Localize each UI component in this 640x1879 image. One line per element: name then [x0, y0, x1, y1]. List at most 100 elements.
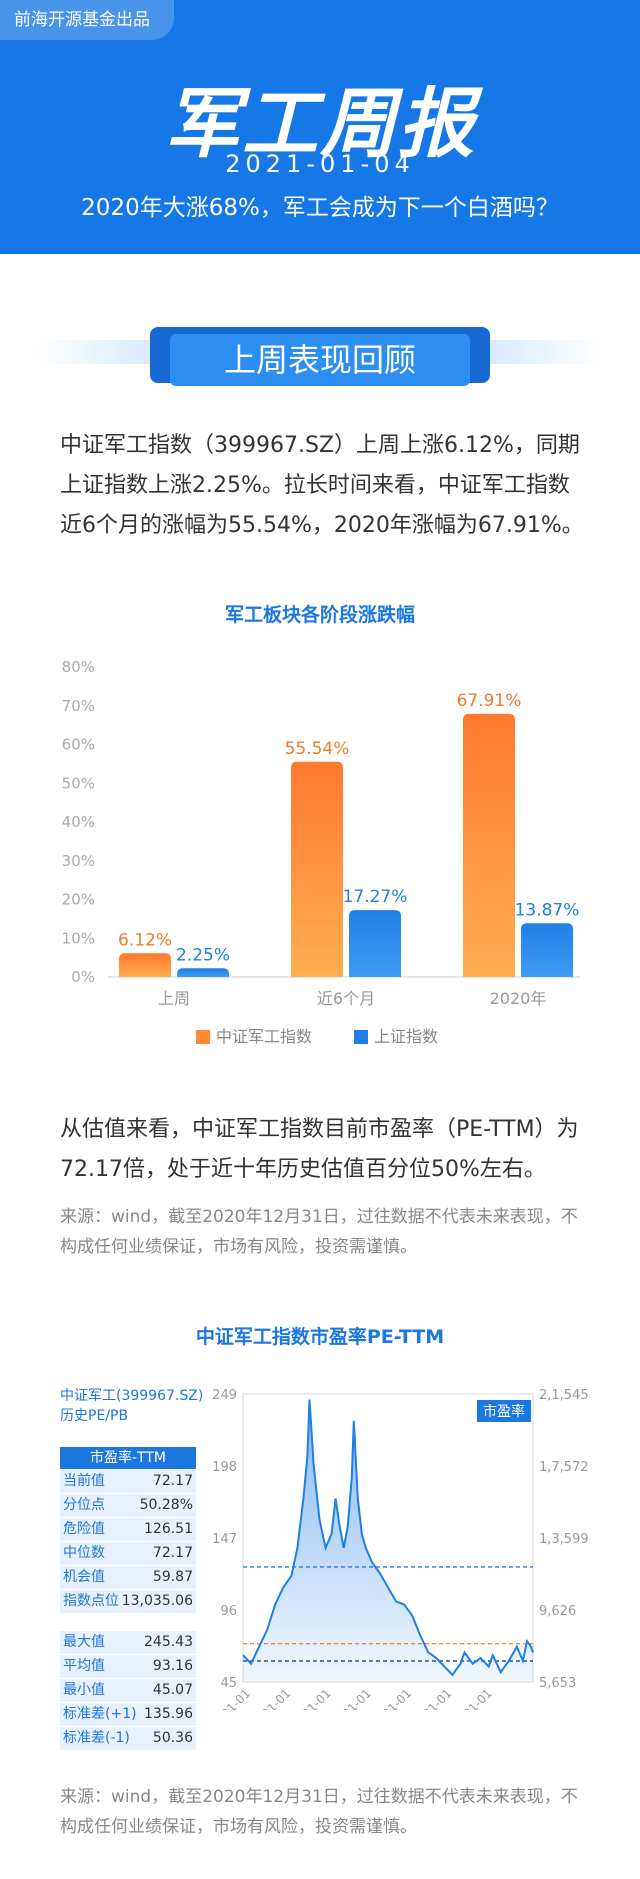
bar-chart: 0% 10% 20% 30% 40% 50% 60% 70% 80% 6.12%2.25% 上周 55… [62, 658, 580, 1008]
table-row: 危险值 126.51 [60, 1518, 196, 1541]
pe-side-subtitle: 历史PE/PB [60, 1408, 129, 1424]
bar-value-label: 13.87% [515, 900, 580, 920]
x-tick-label: 16-01-01 [285, 1686, 333, 1710]
stat-value: 245.43 [144, 1634, 193, 1650]
y-tick-label: 30% [62, 852, 95, 870]
series-tag-label: 市盈率 [483, 1403, 525, 1420]
x-tick-label: 18-01-01 [366, 1686, 414, 1710]
stat-value: 93.16 [152, 1658, 193, 1674]
pe-stats-table: 市盈率-TTM 当前值 72.17 分位点 50.28% 危险值 126.51 中位数… [60, 1447, 196, 1613]
section-title: 上周表现回顾 [170, 334, 470, 386]
bar [521, 923, 573, 977]
y-tick-label: 198 [212, 1460, 237, 1475]
bar-value-label: 6.12% [118, 930, 172, 950]
source-note-2: 来源：wind，截至2020年12月31日，过往数据不代表未来表现，不构成任何业… [60, 1787, 578, 1837]
stat-label: 标准差(+1) [63, 1706, 137, 1722]
x-tick-label: 19-01-01 [406, 1686, 454, 1710]
y-tick-label: 96 [220, 1604, 237, 1619]
y-tick-label: 60% [62, 736, 95, 754]
y2-tick-label: 2,1,545 [539, 1388, 589, 1403]
y2-tick-label: 1,3,599 [539, 1532, 589, 1547]
y-tick-label: 80% [62, 658, 95, 676]
table-row: 分位点 50.28% [60, 1494, 196, 1517]
legend-swatch-military [196, 1030, 210, 1044]
table-row: 标准差(-1) 50.36 [60, 1727, 196, 1750]
stat-value: 50.36 [152, 1730, 193, 1746]
x-tick-label: 近6个月 [317, 989, 375, 1008]
y-tick-label: 70% [62, 697, 95, 715]
stat-label: 危险值 [63, 1521, 105, 1537]
bar-value-label: 2.25% [176, 945, 230, 965]
pe-chart-title: 中证军工指数市盈率PE-TTM [195, 1326, 445, 1348]
pe-side-title: 中证军工(399967.SZ) [60, 1388, 204, 1404]
stat-value: 135.96 [144, 1706, 193, 1722]
legend-label-military: 中证军工指数 [216, 1027, 313, 1046]
issue-date: 2021-01-04 [225, 150, 415, 178]
y-tick-label: 45 [220, 1676, 237, 1691]
table-row: 当前值 72.17 [60, 1470, 196, 1493]
stat-value: 72.17 [152, 1545, 193, 1561]
table-row: 机会值 59.87 [60, 1566, 196, 1589]
stat-value: 126.51 [144, 1521, 193, 1537]
y-tick-label: 249 [212, 1388, 237, 1403]
publisher-tag: 前海开源基金出品 [0, 0, 174, 40]
bar [119, 953, 171, 977]
stat-value: 45.07 [152, 1682, 193, 1698]
pe-summary-table: 最大值 245.43 平均值 93.16 最小值 45.07 标准差(+1) 135.9… [60, 1630, 196, 1750]
legend-label-shanghai: 上证指数 [374, 1027, 439, 1046]
stat-value: 72.17 [152, 1473, 193, 1489]
valuation-paragraph: 从估值来看，中证军工指数目前市盈率（PE-TTM）为72.17倍，处于近十年历史… [60, 1117, 579, 1182]
stat-value: 59.87 [152, 1569, 193, 1585]
y-tick-label: 50% [62, 774, 95, 792]
pe-side-heading: 中证军工(399967.SZ) 历史PE/PB [60, 1386, 220, 1426]
source-note-1: 来源：wind，截至2020年12月31日，过往数据不代表未来表现，不构成任何业… [60, 1207, 578, 1257]
legend-military: 中证军工指数 [196, 1026, 312, 1048]
x-tick-label: 17-01-01 [326, 1686, 374, 1710]
bar [463, 713, 515, 977]
page-subtitle: 2020年大涨68%，军工会成为下一个白酒吗？ [81, 195, 559, 221]
y-tick-label: 147 [212, 1532, 237, 1547]
legend-swatch-shanghai [354, 1030, 368, 1044]
x-tick-label: 20-01-01 [446, 1686, 494, 1710]
stat-label: 标准差(-1) [63, 1730, 130, 1746]
table-row: 指数点位 13,035.06 [60, 1590, 196, 1613]
pe-table-header: 市盈率-TTM [60, 1447, 196, 1469]
table-row: 标准差(+1) 135.96 [60, 1703, 196, 1726]
stat-label: 分位点 [63, 1497, 105, 1513]
y-tick-label: 0% [71, 968, 95, 986]
table-row: 最小值 45.07 [60, 1679, 196, 1702]
stat-label: 平均值 [63, 1658, 105, 1674]
y-tick-label: 40% [62, 813, 95, 831]
y2-tick-label: 1,7,572 [539, 1460, 589, 1475]
pe-line [242, 1399, 534, 1677]
bar-value-label: 17.27% [343, 887, 408, 907]
x-tick-label: 2020年 [490, 989, 547, 1008]
stat-label: 机会值 [63, 1569, 105, 1585]
header-banner: 前海开源基金出品 军工周报 2021-01-04 2020年大涨68%，军工会成… [0, 0, 640, 254]
stat-label: 最大值 [63, 1634, 105, 1650]
bar [177, 968, 229, 977]
bar [349, 910, 401, 977]
x-tick-label: 15-01-01 [245, 1686, 293, 1710]
stat-label: 最小值 [63, 1682, 105, 1698]
stat-value: 13,035.06 [121, 1593, 193, 1609]
stat-value: 50.28% [139, 1497, 193, 1513]
stat-label: 中位数 [63, 1545, 105, 1561]
series-tag [477, 1400, 531, 1422]
summary-paragraph: 中证军工指数（399967.SZ）上周上涨6.12%，同期上证指数上涨2.25%… [60, 433, 584, 538]
x-tick-label: 上周 [158, 989, 190, 1008]
table-row: 最大值 245.43 [60, 1631, 196, 1654]
y-tick-label: 10% [62, 929, 95, 947]
table-row: 平均值 93.16 [60, 1655, 196, 1678]
pe-area [243, 1399, 533, 1682]
stat-label: 当前值 [63, 1473, 105, 1489]
bar-value-label: 67.91% [457, 691, 522, 711]
bar-chart-title: 军工板块各阶段涨跌幅 [224, 604, 415, 626]
page-title: 军工周报 [164, 79, 476, 168]
y-tick-label: 20% [62, 891, 95, 909]
y2-tick-label: 5,653 [539, 1676, 576, 1691]
bar [291, 761, 343, 977]
stat-label: 指数点位 [63, 1593, 119, 1609]
y2-tick-label: 9,626 [539, 1604, 576, 1619]
bar-value-label: 55.54% [285, 739, 350, 759]
